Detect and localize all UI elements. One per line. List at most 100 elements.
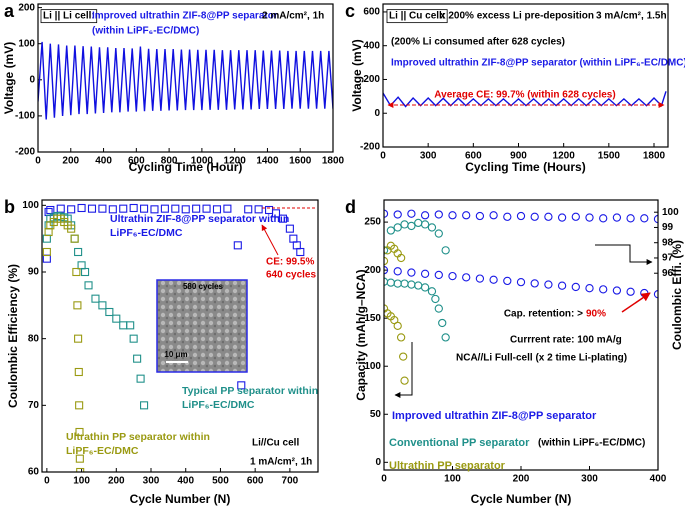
y-tick-label: -200 xyxy=(360,142,380,153)
y-tick-label: 70 xyxy=(28,400,40,411)
data-point xyxy=(74,367,83,377)
annotation: Currrent rate: 100 mA/g xyxy=(510,335,622,346)
data-point xyxy=(140,204,149,213)
y-tick-label: 150 xyxy=(364,313,381,324)
x-tick-label: 400 xyxy=(650,474,667,485)
data-point xyxy=(76,467,85,472)
data-point xyxy=(140,401,149,410)
data-point xyxy=(399,352,408,361)
data-point xyxy=(105,307,114,317)
data-point xyxy=(612,286,622,295)
x-tick-label: 1800 xyxy=(322,156,345,167)
data-point xyxy=(384,304,389,313)
series-label-text: Typical PP separator within LiPF₆-EC/DMC xyxy=(182,385,319,411)
data-point xyxy=(129,203,138,213)
data-point xyxy=(585,284,594,293)
data-point xyxy=(427,287,437,296)
data-point xyxy=(384,256,389,266)
data-point xyxy=(414,281,423,290)
x-tick-label: 0 xyxy=(381,474,387,485)
data-point xyxy=(557,213,567,222)
y-tick-label: 200 xyxy=(364,265,381,276)
data-point xyxy=(98,301,107,310)
data-point xyxy=(112,314,121,323)
data-point xyxy=(91,294,100,303)
data-point xyxy=(393,223,402,232)
data-point xyxy=(77,203,86,213)
plot-frame xyxy=(37,3,334,153)
x-tick-label: 200 xyxy=(62,156,79,167)
data-point xyxy=(434,229,443,238)
y-tick-label: 200 xyxy=(363,74,380,85)
data-point xyxy=(503,212,512,221)
data-point xyxy=(448,211,457,220)
data-point xyxy=(653,290,658,299)
annotation: Improved ultrathin ZIF-8@PP separator xyxy=(92,11,278,22)
x-tick-label: 900 xyxy=(510,151,527,162)
data-point xyxy=(431,294,440,304)
x-tick-label: 300 xyxy=(581,474,598,485)
x-axis-title: Cycle Number (N) xyxy=(471,492,572,506)
x-tick-label: 1000 xyxy=(191,156,214,167)
data-point xyxy=(599,285,608,294)
data-point xyxy=(400,220,409,229)
data-point xyxy=(516,211,526,221)
data-point xyxy=(233,241,242,250)
y-tick-label: 80 xyxy=(28,333,40,344)
x-axis-title: Cycling Time (Hours) xyxy=(465,160,585,174)
x-axis-title: Cycling Time (Hour) xyxy=(129,160,243,174)
data-point xyxy=(407,280,416,289)
panel-label: a xyxy=(4,1,15,21)
y-tick-label: 0 xyxy=(29,74,35,85)
plot-frame xyxy=(383,199,659,471)
series-label: Ultrathin PP separator within LiPF₆-EC/D… xyxy=(66,431,210,457)
data-point xyxy=(67,224,76,233)
data-point xyxy=(393,321,402,331)
data-point xyxy=(448,271,457,281)
y-tick-label: -200 xyxy=(15,147,35,158)
data-point xyxy=(84,281,93,290)
voltage-trace xyxy=(38,41,333,120)
data-point xyxy=(87,204,97,213)
data-point xyxy=(74,334,83,343)
data-point xyxy=(585,213,594,222)
x-tick-label: 1800 xyxy=(643,151,666,162)
data-point xyxy=(393,279,402,288)
scale-bar xyxy=(166,361,188,363)
x-tick-label: 300 xyxy=(143,476,160,487)
data-point xyxy=(70,234,79,243)
data-point xyxy=(407,221,416,231)
data-point xyxy=(126,321,135,330)
x-tick-label: 0 xyxy=(380,151,386,162)
x-tick-label: 800 xyxy=(161,156,178,167)
x-tick-label: 500 xyxy=(212,476,229,487)
annotation: 3 mA/cm², 1.5h xyxy=(596,11,667,22)
data-point xyxy=(530,279,539,288)
y-tick-label: 60 xyxy=(28,467,40,478)
data-point xyxy=(489,275,498,284)
x-tick-label: 600 xyxy=(247,476,264,487)
annotation: Li || Cu cell: xyxy=(389,11,445,22)
data-point xyxy=(292,241,301,250)
data-point xyxy=(75,401,84,410)
x-tick-label: 200 xyxy=(108,476,125,487)
data-point xyxy=(462,211,471,220)
x-tick-label: 300 xyxy=(420,151,437,162)
data-point xyxy=(202,204,211,213)
axis-arrow xyxy=(394,342,413,398)
y-tick-label: 50 xyxy=(370,409,382,420)
data-point xyxy=(438,318,447,328)
data-point xyxy=(503,276,512,286)
y-tick-label: 0 xyxy=(375,457,381,468)
plot-frame xyxy=(41,199,319,473)
data-point xyxy=(77,261,86,270)
plot-area xyxy=(384,209,658,385)
series-label: Ultrathin ZIF-8@PP separator within LiPF… xyxy=(110,213,289,239)
data-point xyxy=(75,454,84,463)
data-point xyxy=(420,211,430,220)
data-point xyxy=(296,247,305,257)
data-point xyxy=(386,278,395,287)
series-label: Typical PP separator within LiPF₆-EC/DMC xyxy=(182,385,319,411)
y-tick-label: 90 xyxy=(28,267,40,278)
